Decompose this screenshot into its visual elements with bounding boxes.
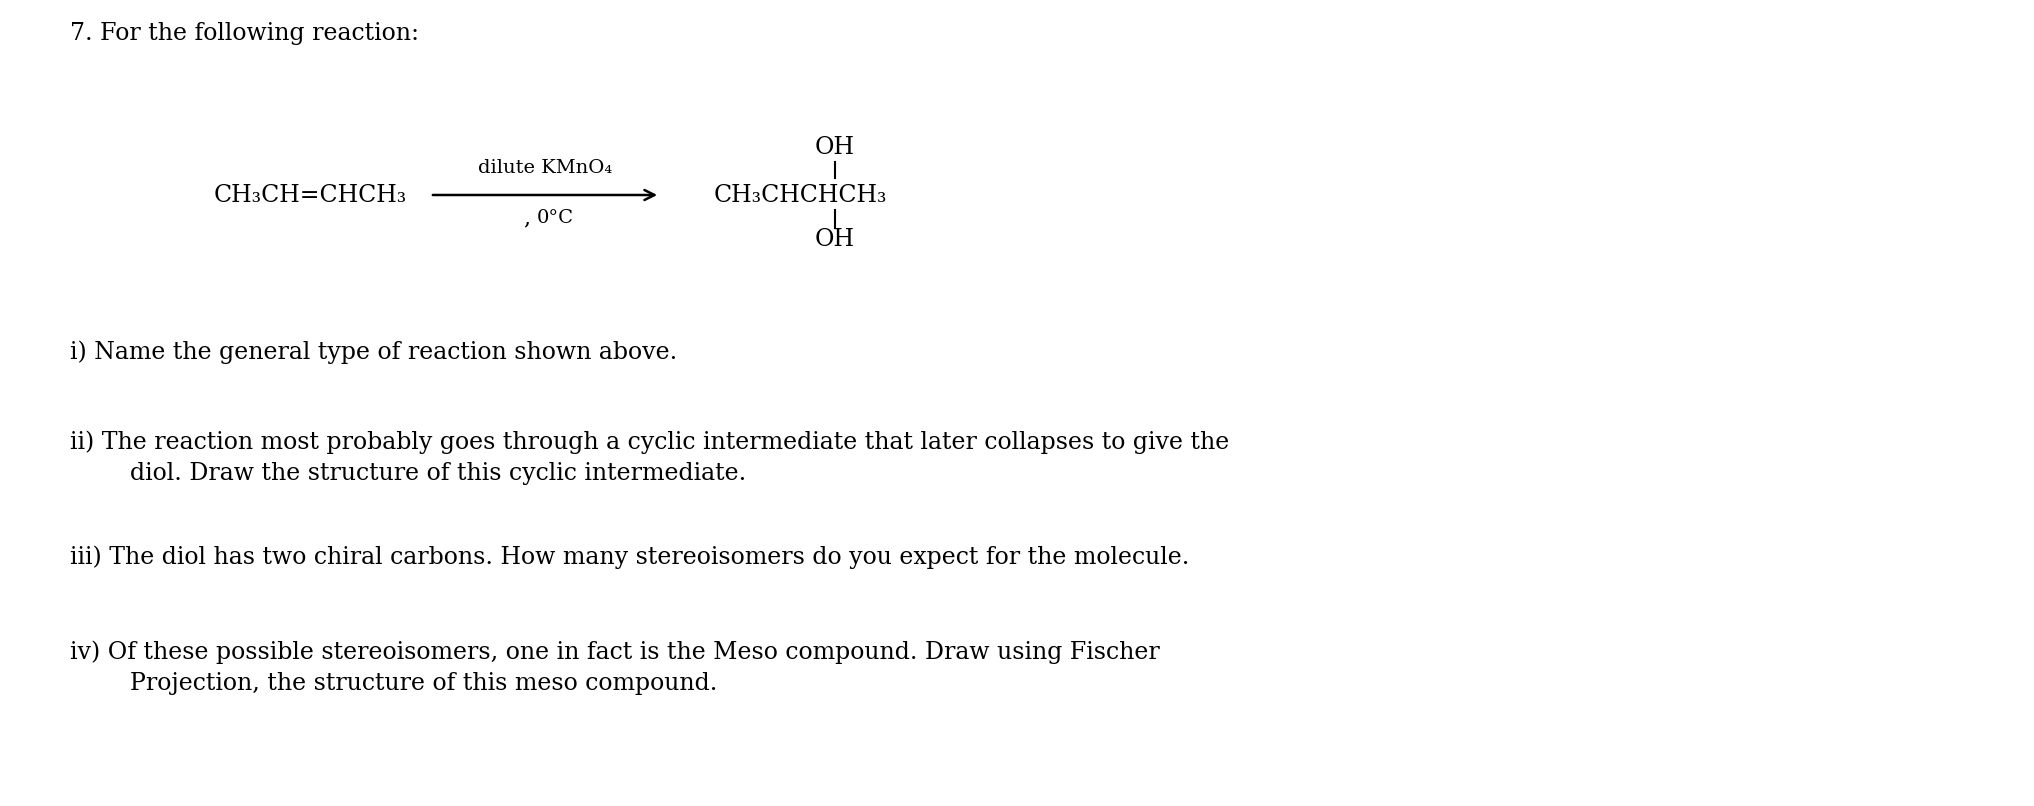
- Text: dilute KMnO₄: dilute KMnO₄: [478, 159, 612, 177]
- Text: Projection, the structure of this meso compound.: Projection, the structure of this meso c…: [69, 672, 718, 695]
- Text: CH₃CH=CHCH₃: CH₃CH=CHCH₃: [214, 184, 407, 206]
- Text: iii) The diol has two chiral carbons. How many stereoisomers do you expect for t: iii) The diol has two chiral carbons. Ho…: [69, 545, 1190, 568]
- Text: ,: ,: [523, 207, 531, 229]
- Text: OH: OH: [816, 228, 854, 251]
- Text: CH₃CHCHCH₃: CH₃CHCHCH₃: [714, 184, 887, 206]
- Text: diol. Draw the structure of this cyclic intermediate.: diol. Draw the structure of this cyclic …: [69, 462, 746, 485]
- Text: OH: OH: [816, 136, 854, 160]
- Text: 0°C: 0°C: [537, 209, 574, 227]
- Text: 7. For the following reaction:: 7. For the following reaction:: [69, 22, 419, 45]
- Text: i) Name the general type of reaction shown above.: i) Name the general type of reaction sho…: [69, 340, 677, 364]
- Text: ii) The reaction most probably goes through a cyclic intermediate that later col: ii) The reaction most probably goes thro…: [69, 430, 1229, 454]
- Text: iv) Of these possible stereoisomers, one in fact is the Meso compound. Draw usin: iv) Of these possible stereoisomers, one…: [69, 640, 1159, 663]
